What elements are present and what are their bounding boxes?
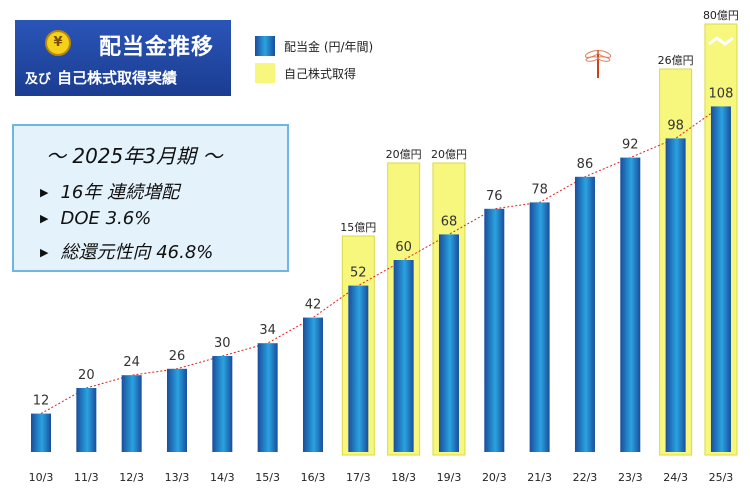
subtitle-lead: 及び	[25, 72, 52, 87]
legend-dividend-swatch	[255, 36, 275, 56]
x-tick-label: 18/3	[391, 471, 416, 484]
x-tick-label: 21/3	[527, 471, 552, 484]
chart-title-box: ¥ 配当金推移 及び 自己株式取得実績	[15, 20, 231, 96]
bullet-triangle-icon: ▶	[40, 186, 49, 199]
summary-bullet-3: ▶ 総還元性向 46.8%	[40, 238, 213, 264]
chart-title: 配当金推移	[99, 35, 215, 60]
value-label: 78	[531, 182, 548, 197]
x-tick-label: 11/3	[74, 471, 99, 484]
dividend-bar	[348, 285, 369, 452]
dividend-bar	[257, 343, 278, 452]
dividend-bar	[121, 375, 142, 452]
buyback-label: 80億円	[703, 9, 739, 22]
dividend-bar	[438, 234, 459, 452]
summary-bullet-text: DOE 3.6%	[60, 208, 152, 229]
summary-bullet-text: 16年 連続増配	[60, 182, 180, 203]
dividend-bar	[620, 157, 641, 452]
buyback-label: 15億円	[340, 221, 376, 234]
dividend-bar	[574, 176, 595, 453]
legend-dividend-label: 配当金 (円/年間)	[284, 40, 374, 54]
chart-subtitle: 及び 自己株式取得実績	[25, 67, 177, 88]
value-label: 86	[577, 157, 594, 172]
x-tick-label: 15/3	[255, 471, 280, 484]
dividend-bar	[393, 260, 414, 452]
x-tick-label: 14/3	[210, 471, 235, 484]
x-tick-label: 17/3	[346, 471, 371, 484]
dragonfly-icon	[584, 50, 612, 78]
value-label: 42	[305, 298, 322, 313]
value-label: 92	[622, 138, 639, 153]
value-label: 98	[667, 118, 684, 133]
x-tick-label: 23/3	[618, 471, 643, 484]
legend-buyback-label: 自己株式取得	[284, 67, 357, 81]
summary-bullet-text: 総還元性向 46.8%	[60, 242, 214, 263]
fy2025-summary-box: ～ 2025年3月期 ～ ▶ 16年 連続増配 ▶ DOE 3.6% ▶ 総還元性向 …	[12, 124, 289, 272]
dividend-bar	[484, 208, 505, 452]
dividend-bar	[212, 356, 233, 452]
value-label: 26	[169, 349, 186, 364]
bullet-triangle-icon: ▶	[40, 212, 49, 225]
value-label: 12	[33, 394, 50, 409]
dividend-bar	[710, 106, 731, 453]
yen-coin-icon: ¥	[45, 30, 71, 56]
dividend-bar	[529, 202, 550, 452]
x-tick-label: 20/3	[482, 471, 507, 484]
value-label: 52	[350, 266, 367, 281]
buyback-label: 20億円	[431, 148, 467, 161]
value-label: 34	[259, 323, 276, 338]
value-label: 20	[78, 368, 95, 383]
value-label: 76	[486, 189, 503, 204]
x-tick-label: 24/3	[663, 471, 688, 484]
value-label: 68	[441, 214, 458, 229]
summary-bullet-2: ▶ DOE 3.6%	[40, 208, 151, 229]
summary-heading: ～ 2025年3月期 ～	[46, 144, 223, 168]
axis-break-mark	[708, 36, 734, 46]
dividend-bar	[166, 368, 187, 452]
summary-bullet-1: ▶ 16年 連続増配	[40, 178, 179, 204]
subtitle-text: 自己株式取得実績	[57, 69, 178, 87]
value-label: 60	[395, 240, 412, 255]
x-tick-label: 16/3	[301, 471, 326, 484]
x-tick-label: 12/3	[119, 471, 144, 484]
value-label: 108	[709, 86, 734, 101]
value-label: 24	[123, 355, 140, 370]
dividend-bar	[76, 388, 97, 452]
value-label: 30	[214, 336, 231, 351]
legend-buyback-swatch	[255, 63, 275, 83]
x-tick-label: 19/3	[437, 471, 462, 484]
buyback-label: 26億円	[658, 54, 694, 67]
bullet-triangle-icon: ▶	[40, 246, 49, 259]
x-tick-label: 25/3	[709, 471, 734, 484]
dividend-bar	[31, 413, 51, 452]
trend-line	[40, 105, 722, 415]
buyback-label: 20億円	[386, 148, 422, 161]
dividend-bar	[665, 138, 686, 452]
dividend-bar	[302, 317, 323, 452]
x-tick-label: 13/3	[165, 471, 190, 484]
x-tick-label: 10/3	[29, 471, 54, 484]
x-tick-label: 22/3	[573, 471, 598, 484]
